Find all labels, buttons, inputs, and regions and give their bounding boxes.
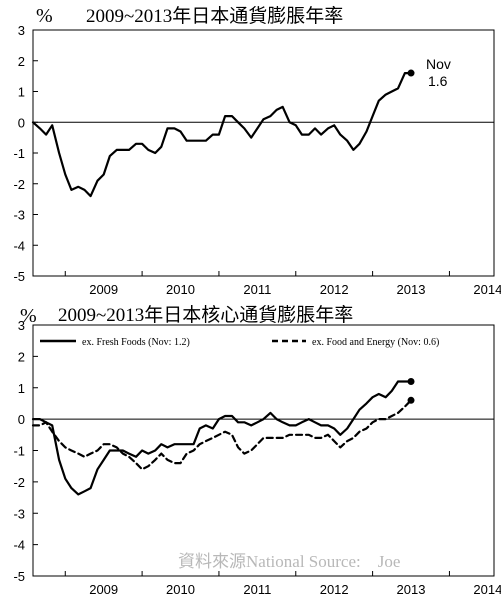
chart-1-x-axis: 2009 2010 2011 2012 2013 2014 [64,271,501,297]
chart-2-legend: ex. Fresh Foods (Nov: 1.2) ex. Food and … [40,337,439,348]
chart-2-x-axis: 2009 2010 2011 2012 2013 2014 [64,571,501,597]
chart-1-annotation-value: 1.6 [428,73,448,89]
chart-2-x-tick-label: 2012 [320,582,349,597]
chart-2-y-tick-label: -5 [13,569,25,584]
chart-1-x-tick-label: 2014 [473,282,501,297]
chart-2-series-1-endpoint [407,377,415,385]
chart-1-y-tick-label: 0 [18,115,25,130]
chart-2-x-tick-label: 2013 [397,582,426,597]
chart-1-annotation-label: Nov [426,56,451,72]
chart-1-plot-frame [32,29,495,277]
chart-2-x-tick-label: 2011 [243,582,271,597]
chart-2-series-2-endpoint [407,396,415,404]
chart-2-series-2-line [31,399,413,471]
watermark: 資料來源National Source: Joe [178,552,400,571]
chart-1-y-tick-label: -1 [13,146,25,161]
chart-2-y-tick-label: 2 [18,349,25,364]
chart-1-y-axis: 3 2 1 0 -1 -2 -3 -4 -5 [13,23,38,284]
chart-2-y-tick-label: -2 [13,475,25,490]
chart-2-series-1-line [31,380,413,496]
chart-1-title: 2009~2013年日本通貨膨脹年率 [86,5,343,27]
chart-1-y-tick-label: -5 [13,269,25,284]
chart-2-y-tick-label: -3 [13,506,25,521]
chart-2-y-tick-label: -1 [13,444,25,459]
chart-2-y-tick-label: -4 [13,538,25,553]
chart-1-y-tick-label: 3 [18,23,25,38]
chart-2-title: 2009~2013年日本核心通貨膨脹年率 [58,304,353,326]
chart-1-x-tick-label: 2013 [397,282,426,297]
chart-1: % 2009~2013年日本通貨膨脹年率 3 2 1 0 -1 -2 -3 -4 -5 2009… [13,5,501,297]
chart-2-x-tick-label: 2014 [473,582,501,597]
chart-1-series-1-line [31,71,413,198]
chart-2-x-tick-label: 2009 [89,582,118,597]
chart-1-series-group [31,69,415,198]
chart-1-y-tick-label: -4 [13,238,25,253]
chart-1-x-tick-label: 2010 [166,282,195,297]
chart-2-y-axis: 3 2 1 0 -1 -2 -3 -4 -5 [13,318,38,584]
chart-2-y-tick-label: 1 [18,381,25,396]
chart-2-x-tick-label: 2010 [166,582,195,597]
chart-1-x-tick-label: 2012 [320,282,349,297]
chart-1-x-tick-label: 2011 [243,282,271,297]
legend-label-ex-food-and-energy: ex. Food and Energy (Nov: 0.6) [312,337,439,348]
chart-2-y-tick-label: 0 [18,412,25,427]
chart-2-series-group [31,377,415,496]
chart-1-unit-label: % [36,5,53,27]
chart-1-y-tick-label: 1 [18,85,25,100]
chart-1-y-tick-label: 2 [18,54,25,69]
chart-2-y-tick-label: 3 [18,318,25,333]
chart-1-series-1-endpoint [407,69,415,77]
chart-2-unit-label: % [20,305,37,327]
chart-2: % 2009~2013年日本核心通貨膨脹年率 3 2 1 0 -1 -2 -3 -4 -5 20… [13,304,501,597]
legend-label-ex-fresh-foods: ex. Fresh Foods (Nov: 1.2) [82,337,190,348]
chart-1-y-tick-label: -3 [13,208,25,223]
chart-1-y-tick-label: -2 [13,177,25,192]
chart-1-x-tick-label: 2009 [89,282,118,297]
chart-2-plot-frame [32,324,495,577]
